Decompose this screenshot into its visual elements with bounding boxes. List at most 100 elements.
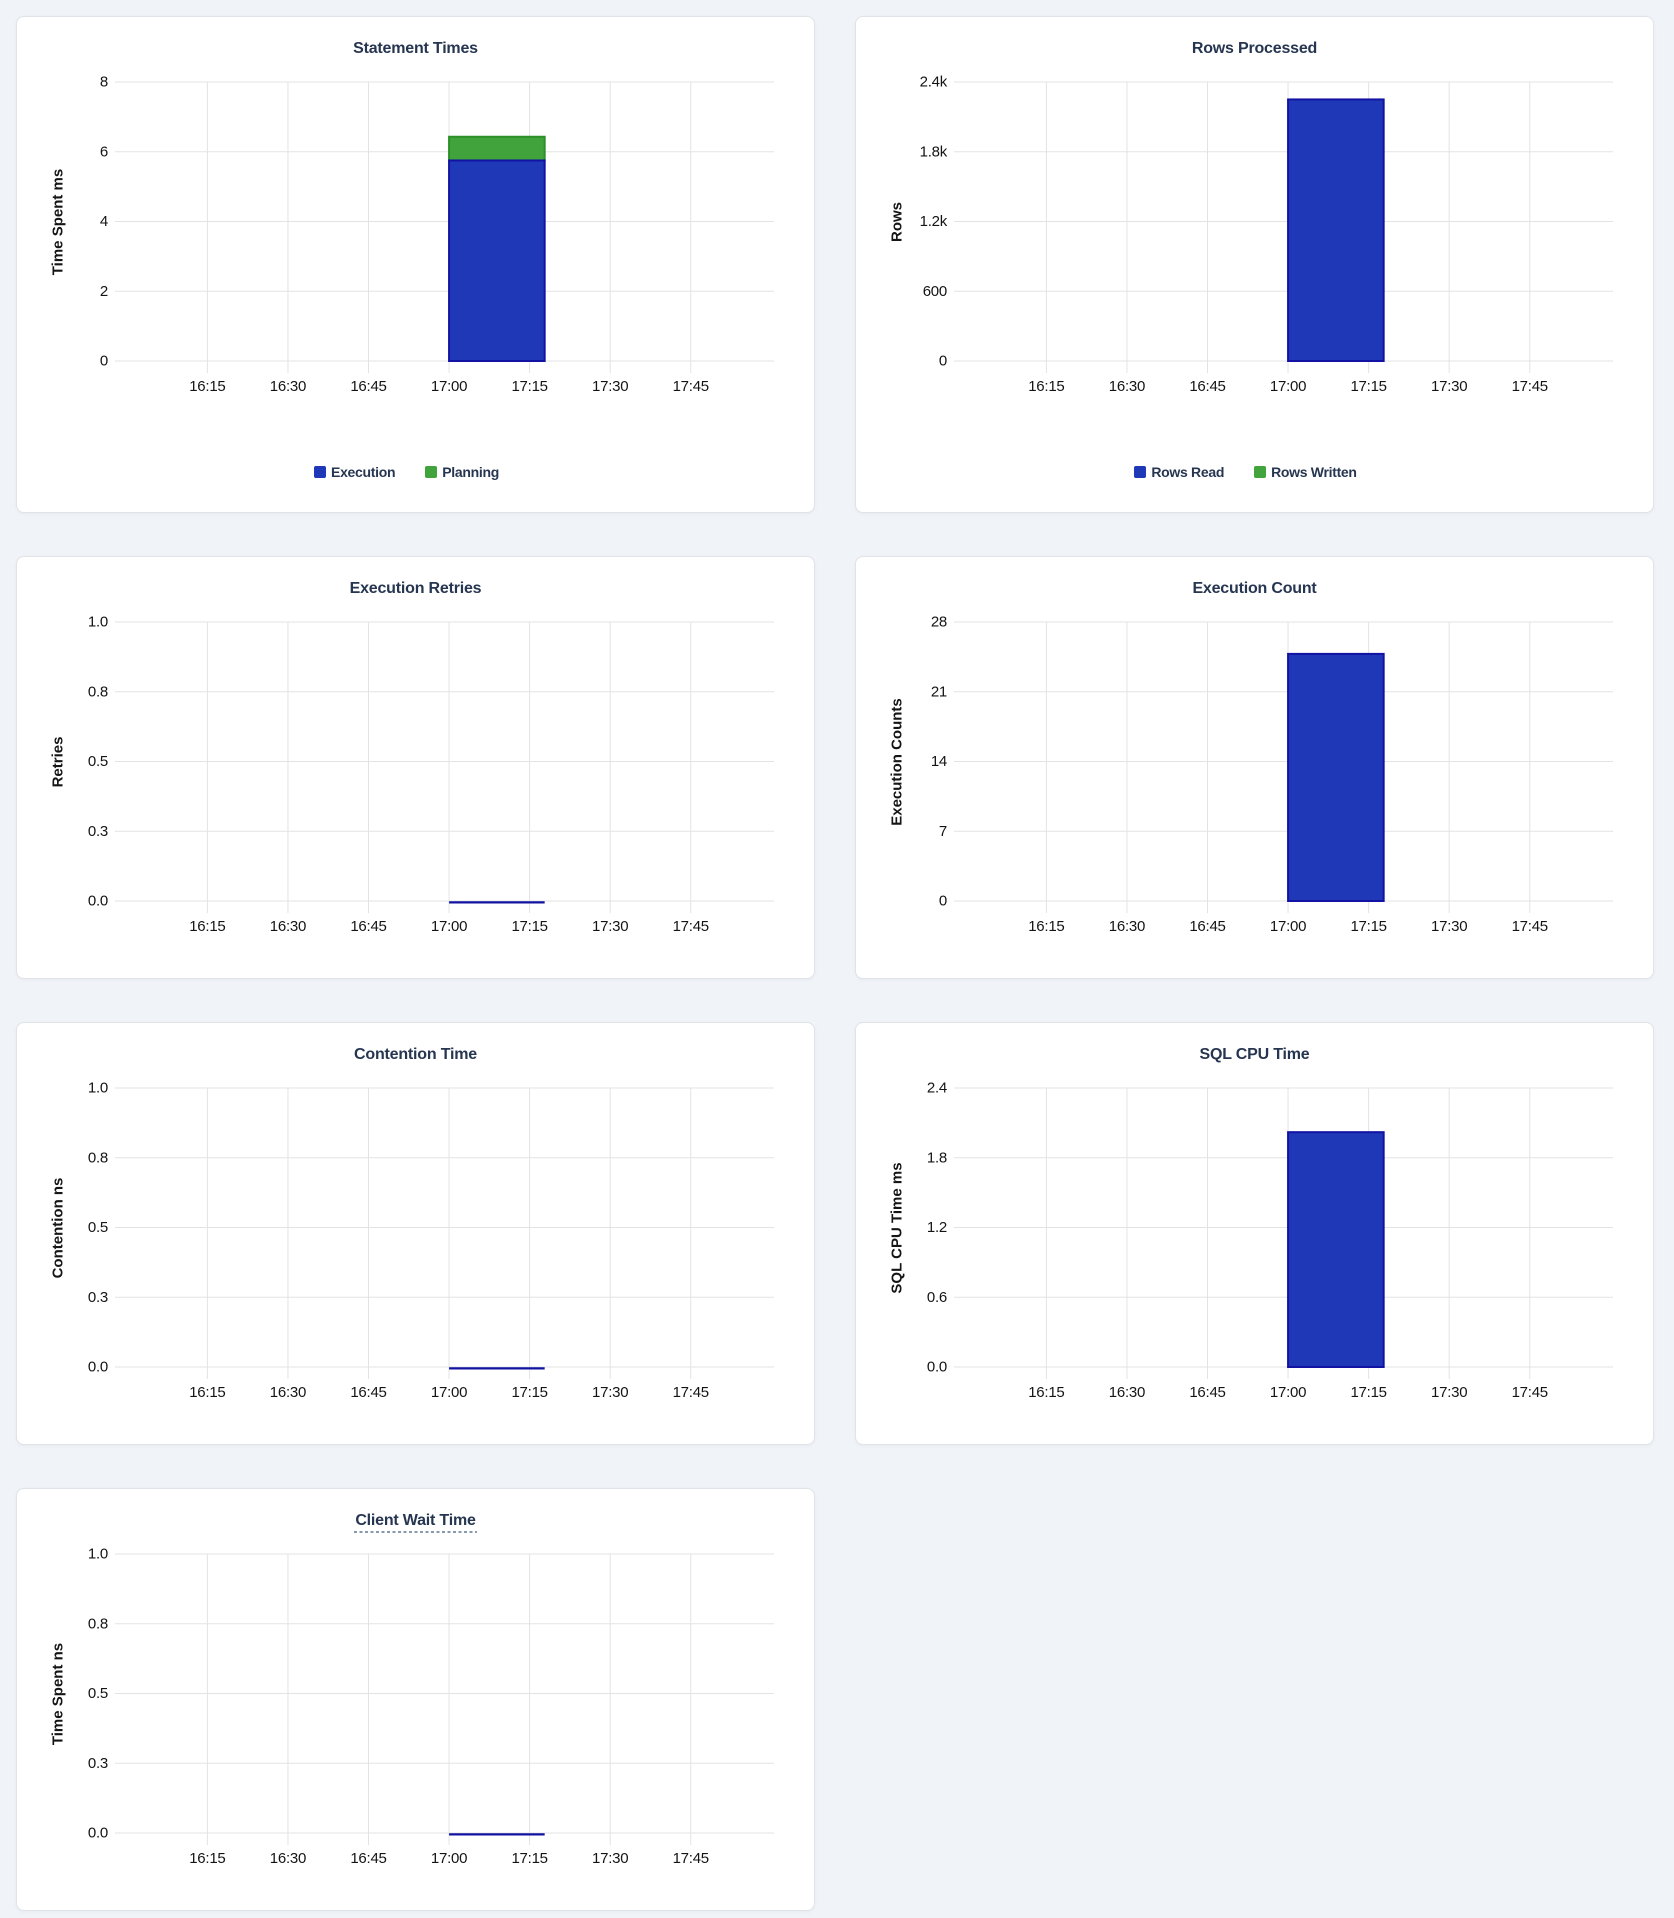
svg-text:0.5: 0.5 bbox=[88, 753, 108, 770]
svg-text:2.4: 2.4 bbox=[927, 1080, 947, 1097]
plot-rows-processed[interactable]: 0 600 1.2k 1.8k 2.4k 16:15 16:30 16:45 17:00 17:1… bbox=[856, 17, 1653, 409]
svg-text:17:30: 17:30 bbox=[592, 1384, 628, 1401]
svg-text:17:15: 17:15 bbox=[1350, 918, 1386, 935]
legend: Rows Read Rows Written bbox=[847, 464, 1644, 480]
chart-title-client-wait-time[interactable]: Client Wait Time bbox=[17, 1510, 814, 1533]
svg-text:16:30: 16:30 bbox=[1109, 378, 1145, 395]
svg-text:16:30: 16:30 bbox=[1109, 918, 1145, 935]
legend-item-execution: Execution bbox=[314, 464, 396, 480]
svg-text:16:30: 16:30 bbox=[270, 1850, 306, 1867]
svg-text:0: 0 bbox=[100, 353, 108, 370]
svg-text:16:15: 16:15 bbox=[189, 1384, 225, 1401]
svg-text:17:00: 17:00 bbox=[1270, 1384, 1306, 1401]
chart-title-rows-processed: Rows Processed bbox=[856, 38, 1653, 59]
chart-title-text[interactable]: Client Wait Time bbox=[354, 1512, 478, 1533]
svg-text:1.2k: 1.2k bbox=[920, 213, 948, 230]
legend-item-planning: Planning bbox=[425, 464, 499, 480]
chart-card-rows-processed: Rows Processed Rows 0 600 1.2k 1.8k 2.4k 16:1… bbox=[855, 16, 1654, 513]
svg-text:16:45: 16:45 bbox=[350, 918, 386, 935]
legend: Execution Planning bbox=[8, 464, 805, 480]
legend-swatch-execution bbox=[314, 466, 327, 478]
svg-text:28: 28 bbox=[931, 614, 947, 631]
svg-text:0: 0 bbox=[939, 353, 947, 370]
svg-text:0.0: 0.0 bbox=[88, 1825, 108, 1842]
svg-text:0.0: 0.0 bbox=[88, 893, 108, 910]
svg-text:17:00: 17:00 bbox=[431, 1384, 467, 1401]
chart-title-execution-retries: Execution Retries bbox=[17, 578, 814, 599]
svg-text:6: 6 bbox=[100, 143, 108, 160]
svg-text:17:00: 17:00 bbox=[431, 378, 467, 395]
plot-sql-cpu-time[interactable]: 0.0 0.6 1.2 1.8 2.4 16:15 16:30 16:45 17:00 17:15… bbox=[856, 1023, 1653, 1415]
svg-text:17:45: 17:45 bbox=[673, 1850, 709, 1867]
chart-card-sql-cpu-time: SQL CPU Time SQL CPU Time ms 0.0 0.6 1.2 1.… bbox=[855, 1022, 1654, 1445]
chart-title-sql-cpu-time: SQL CPU Time bbox=[856, 1044, 1653, 1065]
svg-text:17:30: 17:30 bbox=[1431, 378, 1467, 395]
chart-title-text: Execution Count bbox=[1192, 580, 1317, 597]
svg-text:16:15: 16:15 bbox=[1028, 918, 1064, 935]
svg-text:0.0: 0.0 bbox=[88, 1359, 108, 1376]
svg-text:0.8: 0.8 bbox=[88, 1149, 108, 1166]
svg-text:16:30: 16:30 bbox=[270, 378, 306, 395]
svg-text:16:45: 16:45 bbox=[1189, 918, 1225, 935]
legend-item-rows-read: Rows Read bbox=[1134, 464, 1224, 480]
svg-text:17:00: 17:00 bbox=[1270, 378, 1306, 395]
svg-text:0.0: 0.0 bbox=[927, 1359, 947, 1376]
svg-text:4: 4 bbox=[100, 213, 108, 230]
svg-text:16:15: 16:15 bbox=[189, 378, 225, 395]
svg-text:17:00: 17:00 bbox=[431, 918, 467, 935]
svg-text:17:45: 17:45 bbox=[673, 1384, 709, 1401]
legend-label-execution: Execution bbox=[331, 464, 396, 480]
svg-text:16:15: 16:15 bbox=[189, 918, 225, 935]
svg-text:0: 0 bbox=[939, 893, 947, 910]
svg-text:17:30: 17:30 bbox=[592, 378, 628, 395]
chart-title-execution-count: Execution Count bbox=[856, 578, 1653, 599]
svg-text:17:30: 17:30 bbox=[1431, 918, 1467, 935]
legend-item-rows-written: Rows Written bbox=[1254, 464, 1357, 480]
svg-text:16:15: 16:15 bbox=[1028, 378, 1064, 395]
svg-text:0.3: 0.3 bbox=[88, 1289, 108, 1306]
chart-card-client-wait-time: Client Wait Time Time Spent ns 0.0 0.3 0.5… bbox=[16, 1488, 815, 1911]
legend-label-planning: Planning bbox=[442, 464, 499, 480]
svg-text:0.3: 0.3 bbox=[88, 1755, 108, 1772]
svg-text:17:30: 17:30 bbox=[592, 1850, 628, 1867]
legend-swatch-planning bbox=[425, 466, 438, 478]
svg-text:16:30: 16:30 bbox=[1109, 1384, 1145, 1401]
svg-text:17:15: 17:15 bbox=[511, 1384, 547, 1401]
svg-text:17:45: 17:45 bbox=[673, 378, 709, 395]
svg-text:0.5: 0.5 bbox=[88, 1685, 108, 1702]
svg-text:17:30: 17:30 bbox=[1431, 1384, 1467, 1401]
chart-card-statement-times: Statement Times Time Spent ms 0 2 4 6 8 16:15… bbox=[16, 16, 815, 513]
plot-client-wait-time[interactable]: 0.0 0.3 0.5 0.8 1.0 16:15 16:30 16:45 17:00 17:15… bbox=[17, 1489, 814, 1881]
svg-text:17:45: 17:45 bbox=[673, 918, 709, 935]
svg-text:1.0: 1.0 bbox=[88, 1080, 108, 1097]
svg-text:0.3: 0.3 bbox=[88, 823, 108, 840]
svg-text:16:45: 16:45 bbox=[1189, 1384, 1225, 1401]
chart-title-text: Contention Time bbox=[354, 1046, 477, 1063]
svg-text:7: 7 bbox=[939, 823, 947, 840]
svg-text:16:15: 16:15 bbox=[1028, 1384, 1064, 1401]
plot-statement-times[interactable]: 0 2 4 6 8 16:15 16:30 16:45 17:00 17:15 17:30 17:45 bbox=[17, 17, 814, 409]
plot-execution-retries[interactable]: 0.0 0.3 0.5 0.8 1.0 16:15 16:30 16:45 17:00 17:15… bbox=[17, 557, 814, 949]
plot-execution-count[interactable]: 0 7 14 21 28 16:15 16:30 16:45 17:00 17:15 17:30 17… bbox=[856, 557, 1653, 949]
svg-text:16:45: 16:45 bbox=[350, 1384, 386, 1401]
chart-title-text: SQL CPU Time bbox=[1199, 1046, 1310, 1063]
chart-title-text: Execution Retries bbox=[349, 580, 482, 597]
svg-text:2: 2 bbox=[100, 283, 108, 300]
chart-title-contention-time: Contention Time bbox=[17, 1044, 814, 1065]
legend-swatch-rows-read bbox=[1134, 466, 1147, 478]
svg-text:16:45: 16:45 bbox=[350, 1850, 386, 1867]
svg-text:1.0: 1.0 bbox=[88, 614, 108, 631]
svg-text:16:30: 16:30 bbox=[270, 1384, 306, 1401]
plot-contention-time[interactable]: 0.0 0.3 0.5 0.8 1.0 16:15 16:30 16:45 17:00 17:15… bbox=[17, 1023, 814, 1415]
svg-text:17:45: 17:45 bbox=[1512, 378, 1548, 395]
svg-text:1.2: 1.2 bbox=[927, 1219, 947, 1236]
svg-text:0.6: 0.6 bbox=[927, 1289, 947, 1306]
svg-text:16:15: 16:15 bbox=[189, 1850, 225, 1867]
legend-label-rows-read: Rows Read bbox=[1151, 464, 1225, 480]
svg-text:17:15: 17:15 bbox=[511, 918, 547, 935]
svg-text:17:45: 17:45 bbox=[1512, 918, 1548, 935]
svg-text:1.0: 1.0 bbox=[88, 1546, 108, 1563]
svg-text:0.8: 0.8 bbox=[88, 683, 108, 700]
svg-text:17:45: 17:45 bbox=[1512, 1384, 1548, 1401]
